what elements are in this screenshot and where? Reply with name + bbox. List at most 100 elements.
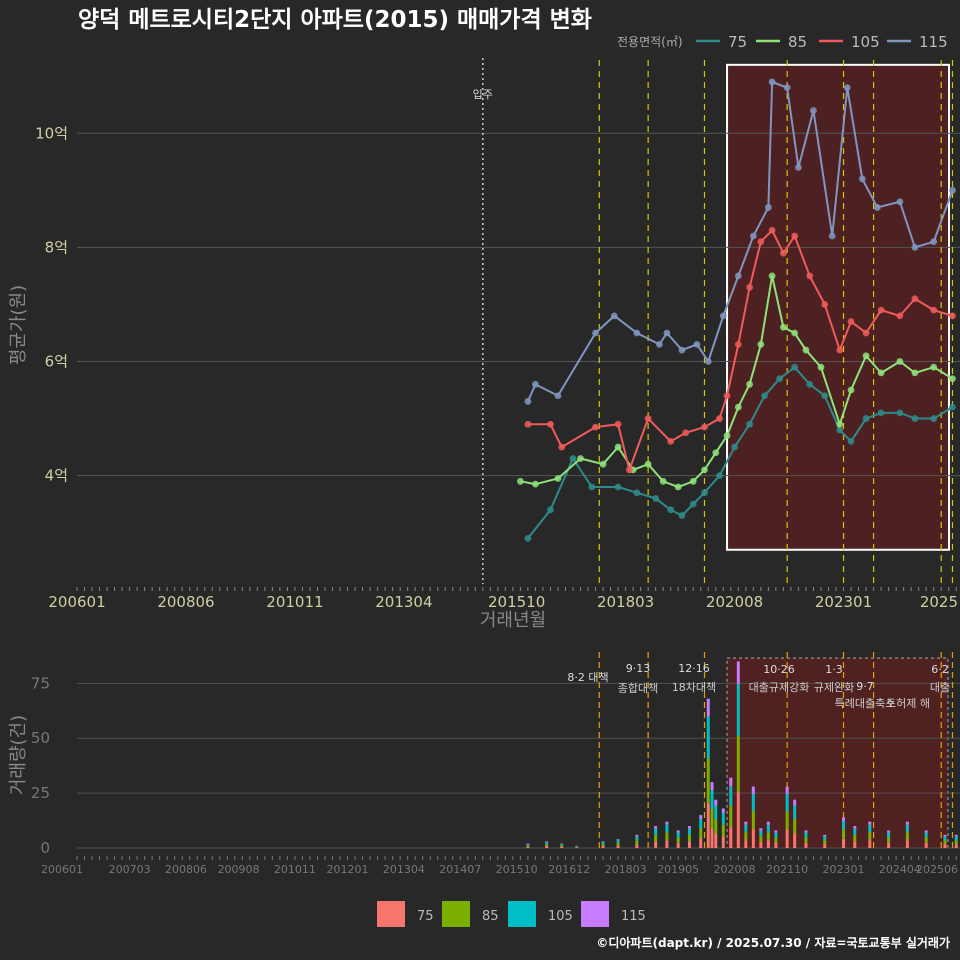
volume-bar-85 [635, 840, 639, 845]
volume-bar-85 [766, 832, 770, 841]
bottom-legend-label-105: 105 [548, 909, 573, 924]
data-point-105 [592, 423, 599, 431]
data-point-105 [836, 346, 844, 354]
footer-credit: ©디아파트(dapt.kr) / 2025.07.30 / 자료=국토교통부 실… [596, 935, 950, 950]
volume-bar-115 [706, 698, 710, 717]
volume-bar-85 [905, 832, 909, 841]
volume-bar-115 [635, 834, 639, 837]
data-point-115 [656, 340, 663, 348]
move-in-label: 입주 [473, 88, 493, 101]
volume-bar-105 [868, 824, 872, 833]
volume-bar-105 [687, 828, 691, 835]
data-point-85 [614, 443, 622, 451]
policy-annotation-name: 대출규제강화 [749, 681, 810, 694]
bottom-y-axis-title: 거래량(건) [8, 715, 29, 795]
data-point-115 [768, 78, 776, 86]
data-point-85 [896, 358, 904, 365]
data-point-105 [667, 437, 675, 445]
volume-bar-105 [710, 790, 714, 809]
volume-bar-115 [654, 826, 658, 829]
legend-label-105: 105 [851, 33, 880, 51]
volume-bar-85 [804, 837, 808, 843]
data-point-85 [911, 369, 919, 377]
policy-annotation-date: 10·26 [763, 663, 795, 676]
volume-bar-115 [721, 808, 725, 814]
volume-bar-115 [729, 777, 733, 787]
volume-x-tick-label: 201612 [548, 863, 590, 876]
series-line-85 [520, 275, 954, 489]
data-point-105 [644, 415, 652, 422]
volume-bar-85 [868, 832, 872, 841]
volume-bar-115 [665, 821, 669, 825]
volume-bar-115 [774, 830, 778, 833]
volume-bar-115 [676, 830, 680, 833]
volume-bar-115 [766, 821, 770, 825]
volume-bar-75 [887, 842, 891, 848]
volume-bar-75 [793, 833, 797, 848]
data-point-85 [877, 369, 885, 377]
data-point-85 [674, 483, 682, 491]
volume-bar-115 [545, 841, 549, 843]
volume-bar-85 [706, 758, 710, 804]
data-point-105 [877, 306, 885, 314]
volume-bar-105 [842, 820, 846, 830]
policy-annotation-name: 18차대책 [672, 681, 716, 694]
legend-title: 전용면적(㎡) [617, 35, 683, 49]
volume-bar-115 [710, 782, 714, 791]
top-x-axis-title: 거래년월 [480, 610, 546, 631]
data-point-75 [716, 472, 723, 479]
volume-bar-115 [793, 799, 797, 806]
volume-bar-75 [526, 846, 530, 848]
x-tick-label: 201011 [266, 593, 323, 611]
x-tick-label: 201803 [597, 593, 654, 611]
y-tick-label: 8억 [45, 238, 68, 256]
volume-y-tick-label: 0 [40, 839, 50, 857]
volume-bar-105 [853, 828, 857, 835]
volume-bar-115 [687, 826, 691, 829]
policy-annotation-date: 1·3 [825, 663, 843, 676]
data-point-85 [757, 340, 765, 348]
volume-bar-75 [823, 844, 827, 848]
data-point-75 [776, 375, 784, 383]
volume-bar-75 [721, 836, 725, 848]
x-tick-label: 202301 [815, 593, 872, 611]
volume-bar-85 [853, 834, 857, 842]
data-point-115 [693, 340, 701, 348]
volume-bar-75 [774, 842, 778, 848]
data-point-115 [896, 198, 904, 206]
volume-x-tick-label: 200908 [218, 863, 260, 876]
data-point-105 [780, 249, 787, 257]
volume-x-tick-label: 201407 [439, 863, 481, 876]
volume-x-tick-label: 202008 [714, 863, 756, 876]
data-point-115 [764, 204, 772, 211]
data-point-85 [701, 466, 708, 474]
volume-bar-85 [616, 842, 620, 846]
data-point-105 [847, 318, 855, 325]
volume-bar-85 [710, 808, 714, 829]
volume-bar-115 [744, 821, 748, 825]
data-point-105 [716, 415, 723, 422]
volume-bar-75 [736, 792, 740, 848]
volume-bar-85 [687, 834, 691, 842]
volume-bar-105 [526, 844, 530, 846]
volume-bar-75 [601, 846, 605, 848]
volume-bar-75 [706, 803, 710, 848]
volume-x-tick-label: 200703 [109, 863, 151, 876]
volume-x-tick-label: 201201 [327, 863, 369, 876]
data-point-105 [701, 423, 708, 431]
volume-bar-105 [954, 836, 958, 841]
volume-bar-115 [601, 841, 605, 843]
data-point-85 [659, 477, 667, 485]
data-point-105 [746, 283, 753, 291]
data-point-105 [734, 340, 742, 348]
volume-bar-105 [905, 824, 909, 833]
volume-bar-85 [793, 819, 797, 834]
volume-y-tick-label: 75 [31, 674, 50, 692]
data-point-85 [791, 329, 799, 337]
volume-bar-75 [744, 840, 748, 848]
data-point-115 [911, 243, 919, 251]
data-point-115 [532, 380, 539, 388]
volume-x-tick-label: 202506 [916, 863, 958, 876]
policy-annotation-date: 12·16 [678, 662, 710, 675]
